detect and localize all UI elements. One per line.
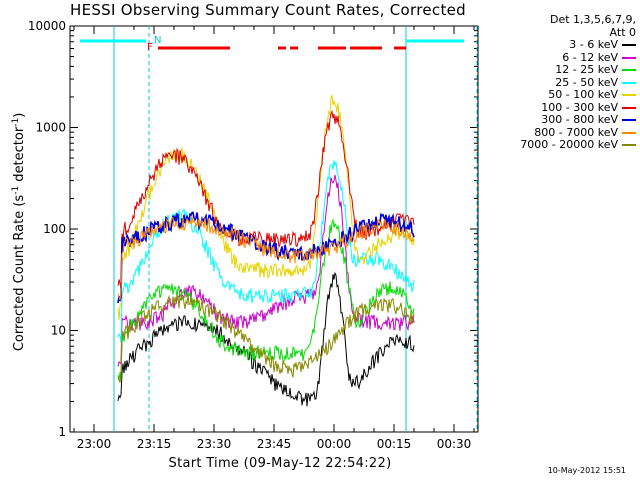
legend-swatch (622, 119, 636, 122)
legend-swatch (622, 81, 636, 84)
legend-entry-label: 50 - 100 keV (548, 88, 618, 101)
legend-entry-label: 7000 - 20000 keV (520, 138, 618, 151)
flare-flag-label: F (147, 42, 153, 53)
legend-swatch (622, 144, 636, 147)
legend-entry: 100 - 300 keV (470, 100, 636, 115)
timestamp: 10-May-2012 15:51 (547, 466, 626, 475)
legend-entry: 7000 - 20000 keV (470, 138, 636, 152)
series-line (117, 93, 415, 320)
legend-entry: 300 - 800 keV (470, 113, 636, 127)
y-tick-label: 10 (51, 324, 66, 338)
series-line (117, 174, 415, 367)
legend: Det 1,3,5,6,7,9, Att 0 3 - 6 keV 6 - 12 k… (470, 13, 636, 152)
legend-entry: 12 - 25 keV (470, 63, 636, 77)
legend-swatch (622, 94, 636, 97)
x-tick-label: 00:00 (317, 437, 352, 451)
legend-entry-label: 25 - 50 keV (555, 75, 618, 89)
legend-entry: 3 - 6 keV (470, 38, 636, 52)
legend-entry-label: 300 - 800 keV (541, 113, 618, 126)
series-line (117, 109, 415, 290)
legend-swatch (622, 131, 636, 134)
saa-flag-label: N (154, 35, 162, 46)
x-tick-label: 23:45 (257, 437, 292, 451)
x-tick-label: 23:00 (77, 437, 112, 451)
legend-swatch (622, 106, 636, 109)
series-line (117, 215, 415, 301)
legend-entry: 25 - 50 keV (470, 75, 636, 90)
series-line (117, 293, 415, 383)
x-axis-label: Start Time (09-May-12 22:54:22) (168, 456, 392, 471)
y-axis-label: Corrected Count Rate (s-1 detector-1) (10, 112, 28, 352)
y-tick-label: 10000 (28, 19, 66, 33)
series-line (117, 271, 415, 407)
y-tick-label: 1 (58, 425, 66, 439)
legend-entry-label: 800 - 7000 keV (534, 125, 618, 139)
x-tick-label: 00:30 (437, 437, 472, 451)
legend-entry-label: 12 - 25 keV (555, 63, 618, 76)
x-tick-label: 00:15 (377, 437, 412, 451)
legend-entry-label: 6 - 12 keV (562, 50, 618, 64)
legend-swatch (622, 56, 636, 59)
legend-entry: 50 - 100 keV (470, 88, 636, 102)
legend-entry-label: 100 - 300 keV (541, 100, 618, 114)
legend-header-detectors: Det 1,3,5,6,7,9, (549, 13, 636, 26)
legend-entry: 800 - 7000 keV (470, 125, 636, 140)
y-tick-label: 100 (43, 222, 66, 236)
legend-header-attenuator: Att 0 (609, 25, 636, 39)
y-tick-label: 1000 (35, 121, 66, 135)
x-tick-label: 23:15 (137, 437, 172, 451)
legend-entry: 6 - 12 keV (470, 50, 636, 65)
legend-entry-label: 3 - 6 keV (569, 38, 618, 51)
chart-title: HESSI Observing Summary Count Rates, Cor… (70, 1, 466, 19)
legend-swatch (622, 69, 636, 72)
legend-swatch (622, 44, 636, 47)
x-tick-label: 23:30 (197, 437, 232, 451)
